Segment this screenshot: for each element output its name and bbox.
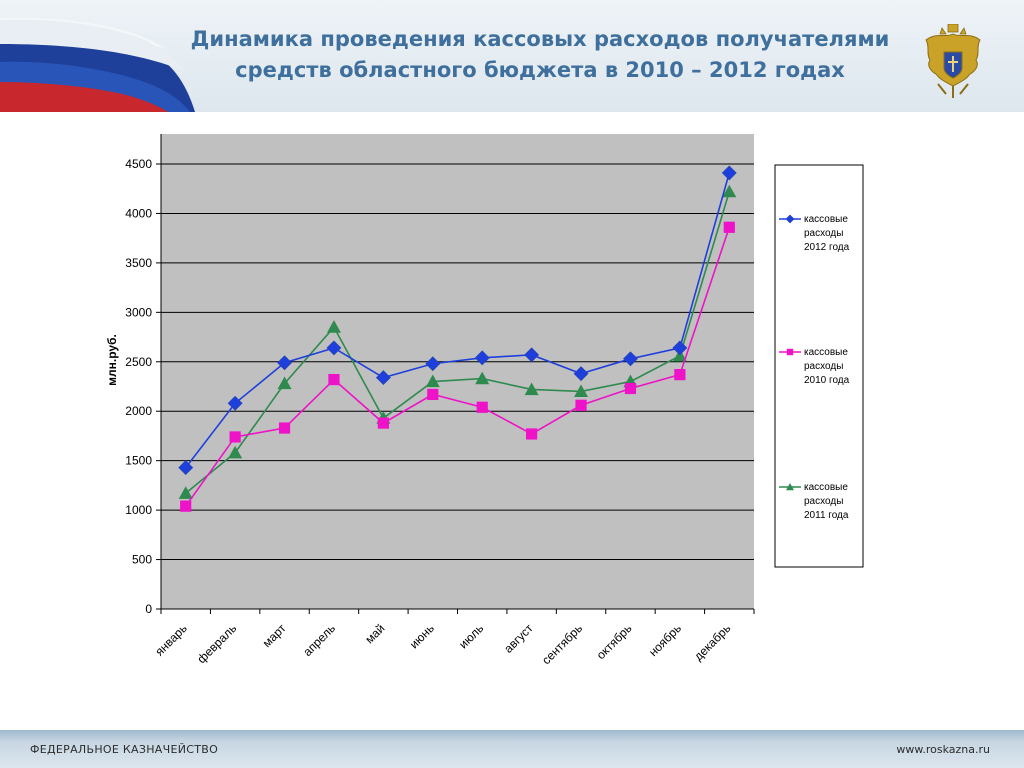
x-tick-label: май (362, 621, 387, 646)
slide-header: Динамика проведения кассовых расходов по… (0, 0, 1024, 112)
data-point-marker (180, 500, 192, 512)
data-point-marker (575, 399, 587, 411)
data-point-marker (672, 340, 688, 356)
x-tick-label: март (260, 621, 289, 650)
y-tick-label: 1500 (125, 454, 152, 468)
x-tick-label: ноябрь (646, 621, 684, 659)
legend-label-line: 2012 года (804, 242, 850, 253)
data-point-marker (524, 382, 539, 396)
data-point-marker (723, 221, 735, 233)
y-tick-label: 0 (145, 602, 152, 616)
data-point-marker (721, 165, 737, 181)
y-axis-ticks: 0 500 1000 1500 2000 2500 3000 3500 4000 4500 (125, 157, 161, 616)
footer-organization: ФЕДЕРАЛЬНОЕ КАЗНАЧЕЙСТВО (30, 743, 219, 756)
legend: кассовые расходы 2012 года кассовые расходы 2… (779, 214, 850, 521)
series-1 (180, 221, 735, 512)
x-tick-label: август (501, 621, 536, 656)
data-point-marker (228, 445, 243, 459)
data-point-marker (425, 356, 441, 372)
y-tick-label: 4500 (125, 157, 152, 171)
footer-website: www.roskazna.ru (896, 743, 990, 756)
x-tick-label: октябрь (594, 621, 635, 662)
data-point-marker (786, 348, 794, 356)
legend-label: кассовые расходы 2011 года (804, 482, 849, 521)
data-point-marker (278, 422, 291, 434)
data-point-marker (786, 483, 794, 491)
data-point-marker (722, 184, 737, 198)
legend-label-line: кассовые (804, 214, 848, 225)
legend-entry: кассовые расходы 2012 года (779, 214, 850, 253)
data-point-marker (178, 460, 194, 476)
data-point-marker (427, 388, 439, 401)
legend-label-line: расходы (804, 228, 843, 239)
data-point-marker (785, 214, 795, 224)
x-tick-label: сентябрь (539, 621, 585, 667)
data-point-marker (326, 340, 342, 356)
data-point-marker (475, 371, 490, 385)
data-point-marker (623, 351, 638, 367)
x-tick-label: январь (152, 621, 189, 658)
data-point-marker (277, 355, 292, 371)
data-point-marker (474, 350, 490, 366)
russian-flag-decoration (0, 17, 195, 112)
title-line-2: средств областного бюджета в 2010 – 2012… (235, 58, 845, 82)
y-tick-label: 1000 (125, 503, 152, 517)
gridlines (161, 163, 754, 561)
y-tick-label: 2000 (125, 404, 152, 418)
data-point-marker (328, 373, 340, 386)
series-line (185, 172, 731, 469)
x-tick-label: июль (456, 621, 486, 651)
data-point-marker (229, 431, 241, 443)
data-point-marker (674, 369, 686, 381)
y-tick-label: 3500 (125, 256, 152, 270)
data-point-marker (624, 382, 637, 395)
data-point-marker (425, 374, 440, 388)
data-point-marker (178, 486, 193, 499)
expenses-line-chart: 0 500 1000 1500 2000 2500 3000 3500 4000 4500 янв… (105, 134, 864, 667)
legend-label-line: расходы (804, 361, 843, 372)
data-point-marker (277, 376, 292, 390)
data-point-marker (524, 347, 540, 363)
data-point-marker (526, 428, 538, 440)
legend-label-line: 2011 года (804, 510, 849, 521)
legend-label-line: кассовые (804, 482, 848, 493)
x-axis-ticks: январь февраль март апрель май июнь июль август… (152, 609, 755, 667)
double-headed-eagle-emblem (925, 24, 981, 98)
slide-footer: ФЕДЕРАЛЬНОЕ КАЗНАЧЕЙСТВО www.roskazna.ru (0, 730, 1024, 768)
legend-label: кассовые расходы 2010 года (804, 347, 850, 386)
x-tick-label: апрель (300, 621, 338, 659)
legend-label-line: кассовые (804, 347, 848, 358)
data-point-marker (375, 370, 391, 386)
data-point-marker (377, 417, 389, 429)
legend-label-line: 2010 года (804, 375, 850, 386)
y-axis-label: млн.руб. (105, 334, 119, 386)
y-tick-label: 500 (132, 553, 152, 567)
data-point-marker (574, 384, 589, 398)
series-line (185, 227, 731, 507)
x-tick-label: февраль (194, 621, 239, 666)
series-0 (178, 165, 737, 476)
data-series (178, 165, 737, 512)
legend-label: кассовые расходы 2012 года (804, 214, 850, 253)
legend-entry: кассовые расходы 2011 года (779, 482, 849, 521)
x-tick-label: июнь (407, 621, 437, 651)
series-line (185, 191, 731, 494)
y-tick-label: 3000 (125, 305, 152, 319)
legend-box (774, 164, 864, 568)
x-tick-label: декабрь (691, 621, 733, 663)
y-tick-label: 4000 (125, 206, 152, 220)
legend-label-line: расходы (804, 496, 843, 507)
y-tick-label: 2500 (125, 355, 152, 369)
data-point-marker (326, 320, 341, 333)
plot-area (161, 134, 754, 609)
legend-entry: кассовые расходы 2010 года (779, 347, 850, 386)
page-title: Динамика проведения кассовых расходов по… (180, 24, 900, 86)
data-point-marker (476, 401, 488, 413)
data-point-marker (573, 366, 589, 382)
title-line-1: Динамика проведения кассовых расходов по… (190, 27, 890, 51)
data-point-marker (227, 395, 243, 411)
